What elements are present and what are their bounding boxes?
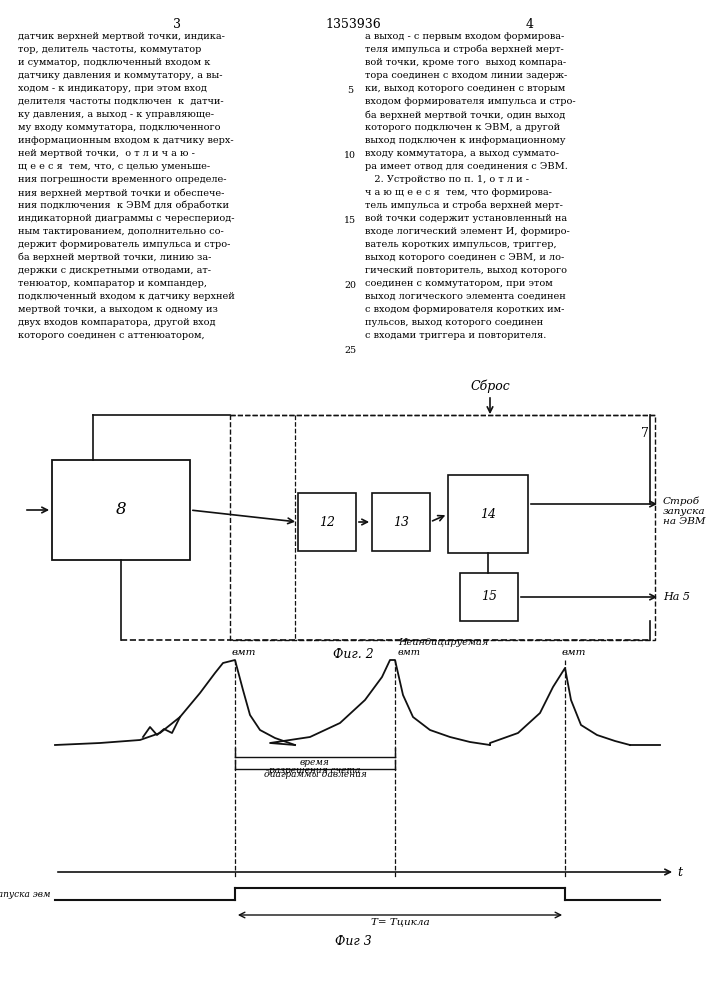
Text: которого подключен к ЭВМ, а другой: которого подключен к ЭВМ, а другой — [365, 123, 560, 132]
Text: информационным входом к датчику верх-: информационным входом к датчику верх- — [18, 136, 233, 145]
Text: диаграммы давления: диаграммы давления — [264, 770, 366, 779]
Text: 25: 25 — [344, 346, 356, 355]
Text: держит формирователь импульса и стро-: держит формирователь импульса и стро- — [18, 240, 230, 249]
Text: 2. Устройство по п. 1, о т л и -: 2. Устройство по п. 1, о т л и - — [365, 175, 529, 184]
Text: разрешения счета: разрешения счета — [269, 766, 361, 775]
Text: ра имеет отвод для соединения с ЭВМ.: ра имеет отвод для соединения с ЭВМ. — [365, 162, 568, 171]
Text: На 5: На 5 — [663, 592, 690, 602]
Text: ки, выход которого соединен с вторым: ки, выход которого соединен с вторым — [365, 84, 566, 93]
Text: датчик верхней мертвой точки, индика-: датчик верхней мертвой точки, индика- — [18, 32, 225, 41]
Text: T= Тцикла: T= Тцикла — [370, 917, 429, 926]
Text: тель импульса и строба верхней мерт-: тель импульса и строба верхней мерт- — [365, 201, 563, 211]
Text: 15: 15 — [344, 216, 356, 225]
Text: входе логический элемент И, формиро-: входе логический элемент И, формиро- — [365, 227, 570, 236]
Text: держки с дискретными отводами, ат-: держки с дискретными отводами, ат- — [18, 266, 211, 275]
Text: входу коммутатора, а выход сумматo-: входу коммутатора, а выход сумматo- — [365, 149, 559, 158]
Text: ным тактированием, дополнительно со-: ным тактированием, дополнительно со- — [18, 227, 223, 236]
Text: ба верхней мертвой точки, линию за-: ба верхней мертвой точки, линию за- — [18, 253, 211, 262]
Text: вмт: вмт — [232, 648, 257, 657]
Text: ния верхней мертвой точки и обеспече-: ния верхней мертвой точки и обеспече- — [18, 188, 224, 198]
Text: 14: 14 — [480, 508, 496, 520]
Text: ния подключения  к ЭВМ для обработки: ния подключения к ЭВМ для обработки — [18, 201, 229, 211]
Text: 3: 3 — [173, 18, 181, 31]
Text: ходом - к индикатору, при этом вход: ходом - к индикатору, при этом вход — [18, 84, 207, 93]
Bar — [298, 493, 356, 551]
Bar — [448, 475, 528, 553]
Text: 4: 4 — [526, 18, 534, 31]
Text: тенюатор, компаратор и компандер,: тенюатор, компаратор и компандер, — [18, 279, 207, 288]
Text: ния погрешности временного определе-: ния погрешности временного определе- — [18, 175, 226, 184]
Text: t: t — [677, 865, 682, 879]
Text: соединен с коммутатором, при этом: соединен с коммутатором, при этом — [365, 279, 553, 288]
Text: входом формирователя импульса и стро-: входом формирователя импульса и стро- — [365, 97, 575, 106]
Text: Строб запуска эвм: Строб запуска эвм — [0, 889, 50, 899]
Text: 13: 13 — [393, 516, 409, 528]
Text: 10: 10 — [344, 151, 356, 160]
Text: щ е е с я  тем, что, с целью уменьше-: щ е е с я тем, что, с целью уменьше- — [18, 162, 210, 171]
Bar — [52, 460, 190, 560]
Text: индикаторной диаграммы с череспериод-: индикаторной диаграммы с череспериод- — [18, 214, 235, 223]
Text: подключенный входом к датчику верхней: подключенный входом к датчику верхней — [18, 292, 235, 301]
Text: выход логического элемента соединен: выход логического элемента соединен — [365, 292, 566, 301]
Text: Сброс: Сброс — [470, 379, 510, 393]
Text: вой точки, кроме того  выход компара-: вой точки, кроме того выход компара- — [365, 58, 566, 67]
Text: гический повторитель, выход которого: гический повторитель, выход которого — [365, 266, 567, 275]
Bar — [372, 493, 430, 551]
Bar — [230, 415, 655, 640]
Text: ватель коротких импульсов, триггер,: ватель коротких импульсов, триггер, — [365, 240, 556, 249]
Text: и сумматор, подключенный входом к: и сумматор, подключенный входом к — [18, 58, 211, 67]
Text: которого соединен с аттенюатором,: которого соединен с аттенюатором, — [18, 331, 204, 340]
Text: ку давления, а выход - к управляюще-: ку давления, а выход - к управляюще- — [18, 110, 214, 119]
Text: двух входов компаратора, другой вход: двух входов компаратора, другой вход — [18, 318, 216, 327]
Text: ба верхней мертвой точки, один выход: ба верхней мертвой точки, один выход — [365, 110, 566, 119]
Text: вой точки содержит установленный на: вой точки содержит установленный на — [365, 214, 567, 223]
Text: 1353936: 1353936 — [325, 18, 381, 31]
Text: а выход - с первым входом формирова-: а выход - с первым входом формирова- — [365, 32, 564, 41]
Text: Фиг 3: Фиг 3 — [334, 935, 371, 948]
Text: ней мертвой точки,  о т л и ч а ю -: ней мертвой точки, о т л и ч а ю - — [18, 149, 195, 158]
Text: с входом формирователя коротких им-: с входом формирователя коротких им- — [365, 305, 564, 314]
Text: вмт: вмт — [562, 648, 587, 657]
Text: тор, делитель частоты, коммутатор: тор, делитель частоты, коммутатор — [18, 45, 201, 54]
Text: 12: 12 — [319, 516, 335, 528]
Text: выход которого соединен с ЭВМ, и ло-: выход которого соединен с ЭВМ, и ло- — [365, 253, 564, 262]
Text: 8: 8 — [116, 502, 127, 518]
Text: му входу коммутатора, подключенного: му входу коммутатора, подключенного — [18, 123, 221, 132]
Text: выход подключен к информационному: выход подключен к информационному — [365, 136, 566, 145]
Text: 20: 20 — [344, 281, 356, 290]
Text: время: время — [300, 758, 330, 767]
Text: Неиндицируемая
вмт: Неиндицируемая вмт — [398, 638, 489, 657]
Text: тора соединен с входом линии задерж-: тора соединен с входом линии задерж- — [365, 71, 567, 80]
Text: 5: 5 — [347, 86, 353, 95]
Text: датчику давления и коммутатору, а вы-: датчику давления и коммутатору, а вы- — [18, 71, 223, 80]
Text: Фиг. 2: Фиг. 2 — [332, 648, 373, 661]
Text: 15: 15 — [481, 590, 497, 603]
Text: пульсов, выход которого соединен: пульсов, выход которого соединен — [365, 318, 543, 327]
Text: мертвой точки, а выходом к одному из: мертвой точки, а выходом к одному из — [18, 305, 218, 314]
Text: 7: 7 — [641, 427, 649, 440]
Text: с входами триггера и повторителя.: с входами триггера и повторителя. — [365, 331, 547, 340]
Text: делителя частоты подключен  к  датчи-: делителя частоты подключен к датчи- — [18, 97, 223, 106]
Text: Строб
запуска
на ЭВМ: Строб запуска на ЭВМ — [663, 496, 706, 526]
Text: ч а ю щ е е с я  тем, что формирова-: ч а ю щ е е с я тем, что формирова- — [365, 188, 552, 197]
Bar — [460, 573, 518, 621]
Text: теля импульса и строба верхней мерт-: теля импульса и строба верхней мерт- — [365, 45, 563, 54]
